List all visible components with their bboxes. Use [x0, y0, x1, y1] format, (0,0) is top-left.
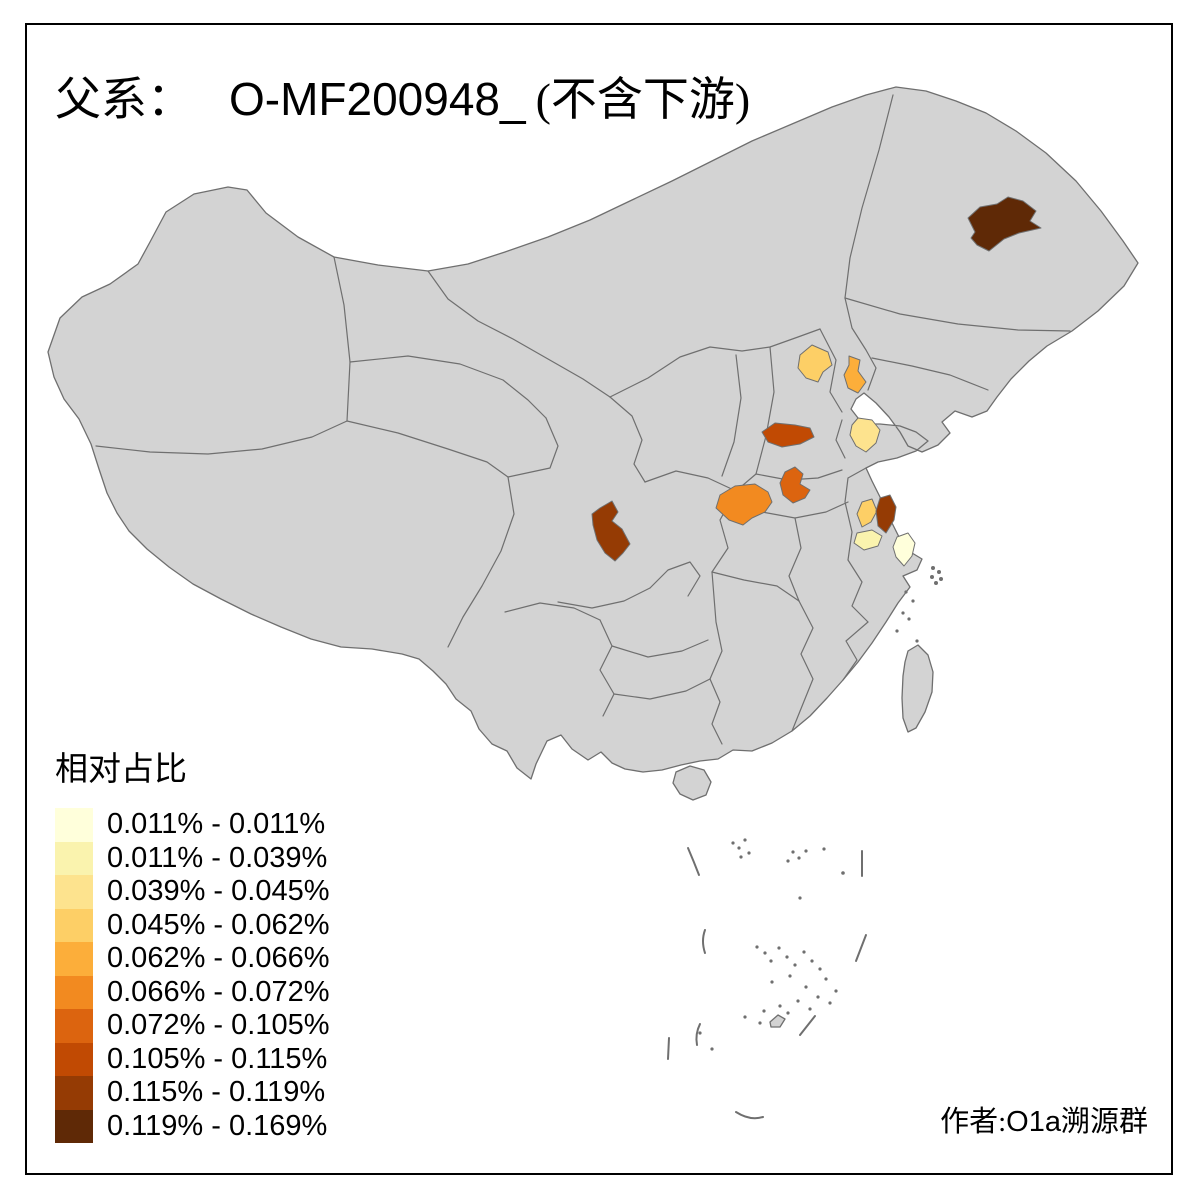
region-beijing [797, 344, 833, 383]
region-tianjin [843, 355, 867, 394]
region-jiangsu-central [853, 529, 883, 551]
credit-suffix: 溯源群 [1060, 1106, 1148, 1138]
legend-swatch [55, 875, 93, 909]
highlight-regions [591, 196, 1042, 567]
coastal-islets [895, 566, 943, 643]
legend-swatch [55, 1109, 93, 1143]
legend-item: 0.105% - 0.115% [55, 1042, 329, 1076]
page-title: 父系： O-MF200948_ (不含下游) [55, 63, 750, 129]
legend-item: 0.011% - 0.039% [55, 841, 329, 875]
south-china-sea-islands [698, 838, 845, 1051]
legend: 相对占比 0.011% - 0.011% 0.011% - 0.039% 0.0… [55, 742, 329, 1143]
china-mainland [47, 86, 1139, 780]
title-haplogroup: O-MF200948_ [229, 73, 526, 125]
title-prefix: 父系： [55, 74, 193, 125]
legend-label: 0.045% - 0.062% [107, 908, 330, 941]
region-heilongjiang-central [967, 196, 1042, 252]
nine-dash-line [667, 847, 867, 1120]
credit-prefix: 作者: [940, 1106, 1007, 1138]
legend-item: 0.072% - 0.105% [55, 1009, 329, 1043]
legend-item: 0.039% - 0.045% [55, 875, 329, 909]
hainan-island [672, 765, 712, 801]
legend-label: 0.115% - 0.119% [107, 1076, 326, 1108]
author-credit: 作者:O1a溯源群 [940, 1098, 1148, 1140]
scs-islet [769, 1014, 786, 1028]
legend-swatch [55, 1076, 93, 1110]
legend-title: 相对占比 [55, 752, 187, 788]
legend-item: 0.115% - 0.119% [55, 1076, 329, 1110]
legend-item: 0.066% - 0.072% [55, 975, 330, 1009]
legend-item: 0.062% - 0.066% [55, 942, 329, 976]
region-jiangsu-northwest [856, 498, 878, 528]
region-jiangsu-north [875, 494, 897, 534]
legend-item: 0.011% - 0.011% [55, 808, 329, 842]
legend-swatch [55, 808, 93, 842]
legend-label: 0.011% - 0.039% [107, 841, 328, 874]
credit-group-id: O1a [1006, 1106, 1061, 1138]
region-henan-west [779, 466, 811, 504]
region-jiangsu-coastal [892, 532, 916, 567]
plot-frame [25, 23, 1173, 1175]
legend-swatch [55, 975, 93, 1009]
legend-label: 0.119% - 0.169% [107, 1109, 328, 1142]
legend-label: 0.011% - 0.011% [107, 808, 326, 840]
legend-item: 0.045% - 0.062% [55, 908, 330, 942]
legend-label: 0.105% - 0.115% [107, 1042, 328, 1075]
legend-swatch [55, 908, 93, 942]
legend-swatch [55, 942, 93, 976]
legend-label: 0.039% - 0.045% [107, 875, 330, 907]
province-borders [95, 94, 1071, 745]
title-suffix: (不含下游) [535, 74, 751, 125]
region-shanxi-central [761, 422, 815, 448]
region-shaanxi-south [715, 483, 773, 526]
taiwan-island [901, 644, 934, 733]
legend-label: 0.066% - 0.072% [107, 975, 330, 1008]
legend-swatch [55, 841, 93, 875]
legend-swatch [55, 1042, 93, 1076]
legend-label: 0.062% - 0.066% [107, 942, 330, 974]
legend-item: 0.119% - 0.169% [55, 1109, 329, 1143]
legend-swatch [55, 1009, 93, 1043]
region-shandong-west [849, 417, 881, 453]
region-sichuan-chengdu [591, 500, 631, 562]
legend-label: 0.072% - 0.105% [107, 1009, 330, 1041]
